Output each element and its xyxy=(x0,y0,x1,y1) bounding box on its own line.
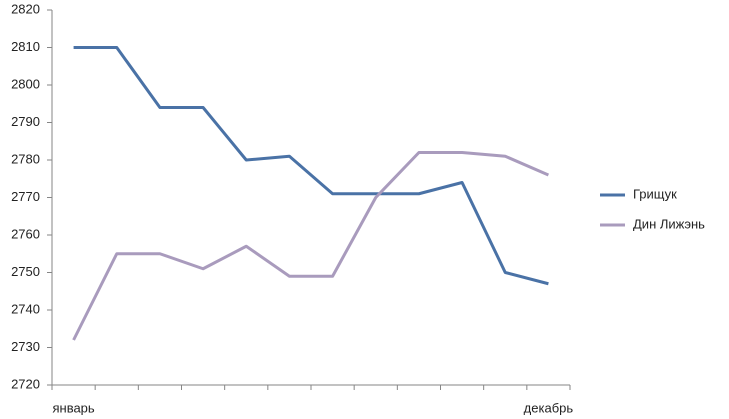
y-tick-label: 2790 xyxy=(11,114,40,129)
y-tick-label: 2740 xyxy=(11,301,40,316)
y-tick-label: 2780 xyxy=(11,151,40,166)
y-tick-label: 2800 xyxy=(11,76,40,91)
x-tick-label: декабрь xyxy=(524,400,574,415)
y-tick-label: 2760 xyxy=(11,226,40,241)
y-tick-label: 2720 xyxy=(11,376,40,391)
series-line xyxy=(72,151,550,341)
y-tick-label: 2820 xyxy=(11,1,40,16)
series-line xyxy=(73,46,549,286)
y-tick-label: 2730 xyxy=(11,339,40,354)
legend-label: Грищук xyxy=(633,186,677,201)
legend-label: Дин Лижэнь xyxy=(633,216,705,231)
y-tick-label: 2810 xyxy=(11,39,40,54)
x-tick-label: январь xyxy=(52,400,94,415)
y-tick-label: 2770 xyxy=(11,189,40,204)
y-tick-label: 2750 xyxy=(11,264,40,279)
